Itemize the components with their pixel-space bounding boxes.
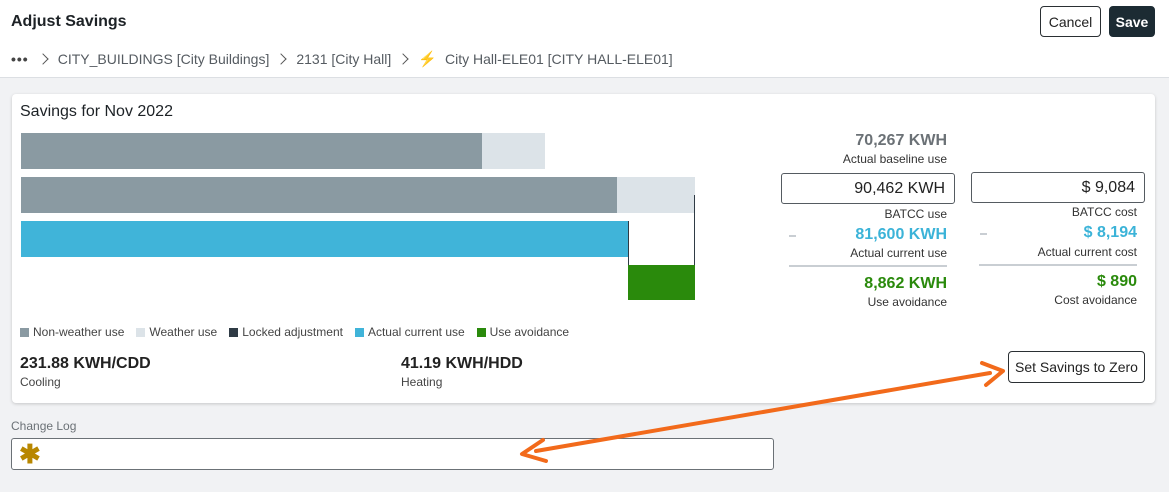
actual-current-cost-value: $ 8,194 xyxy=(1083,224,1137,241)
more-icon[interactable]: ••• xyxy=(11,51,29,67)
legend-swatch xyxy=(354,327,364,337)
legend-locked-adjustment: Locked adjustment xyxy=(229,325,343,339)
batcc-weather-bar xyxy=(617,177,695,213)
actual-baseline-use-label: Actual baseline use xyxy=(842,152,947,166)
baseline-non-weather-bar xyxy=(21,133,482,169)
use-avoidance-value: 8,862 KWH xyxy=(864,275,947,292)
batcc-cost-input[interactable] xyxy=(971,172,1145,203)
legend-actual-current: Actual current use xyxy=(354,325,465,339)
cost-divider xyxy=(979,264,1137,266)
lightning-bolt-icon: ⚡ xyxy=(418,51,437,68)
breadcrumb-item-meter: City Hall-ELE01 [CITY HALL-ELE01] xyxy=(444,51,673,67)
heating-label: Heating xyxy=(401,375,443,389)
baseline-weather-bar xyxy=(482,133,545,169)
use-avoidance-label: Use avoidance xyxy=(867,295,947,309)
actual-baseline-use-value: 70,267 KWH xyxy=(855,132,947,149)
legend-swatch xyxy=(136,327,146,337)
batcc-cost-label: BATCC cost xyxy=(1071,205,1137,219)
change-log-input[interactable]: ✱ xyxy=(11,438,774,470)
page-header: Adjust Savings Cancel Save ••• CITY_BUIL… xyxy=(0,0,1169,78)
avoidance-bracket-left xyxy=(628,221,629,265)
chart-legend: Non-weather use Weather use Locked adjus… xyxy=(20,325,581,339)
batcc-use-label: BATCC use xyxy=(884,207,947,221)
required-asterisk-icon: ✱ xyxy=(19,439,41,469)
save-button[interactable]: Save xyxy=(1109,6,1155,37)
legend-weather: Weather use xyxy=(136,325,217,339)
use-avoidance-bar xyxy=(628,265,695,300)
savings-card: Savings for Nov 2022 Non-weather use Wea… xyxy=(12,94,1155,403)
set-savings-to-zero-button[interactable]: Set Savings to Zero xyxy=(1008,351,1145,383)
cost-avoidance-label: Cost avoidance xyxy=(1054,293,1137,307)
batcc-use-input[interactable] xyxy=(781,173,955,204)
heating-value: 41.19 KWH/HDD xyxy=(401,355,523,372)
legend-use-avoidance: Use avoidance xyxy=(476,325,569,339)
minus-icon xyxy=(980,233,987,235)
avoidance-bracket-right xyxy=(694,195,695,265)
cancel-button[interactable]: Cancel xyxy=(1040,6,1101,37)
use-divider xyxy=(789,265,947,267)
legend-swatch xyxy=(20,327,29,337)
cost-avoidance-value: $ 890 xyxy=(1096,273,1137,290)
breadcrumb-item-city-hall[interactable]: 2131 [City Hall] xyxy=(296,51,392,67)
minus-icon xyxy=(789,235,796,237)
cooling-label: Cooling xyxy=(20,375,61,389)
legend-swatch xyxy=(229,327,239,337)
legend-swatch xyxy=(476,327,486,337)
actual-current-use-value: 81,600 KWH xyxy=(855,226,947,243)
chevron-right-icon xyxy=(37,53,49,65)
breadcrumb-item-city-buildings[interactable]: CITY_BUILDINGS [City Buildings] xyxy=(57,51,270,67)
legend-non-weather: Non-weather use xyxy=(20,325,124,339)
batcc-non-weather-bar xyxy=(21,177,617,213)
chevron-right-icon xyxy=(397,53,409,65)
change-log-label: Change Log xyxy=(11,419,77,433)
actual-current-use-label: Actual current use xyxy=(850,246,947,260)
card-title: Savings for Nov 2022 xyxy=(20,103,173,120)
chevron-right-icon xyxy=(275,53,288,65)
page-title: Adjust Savings xyxy=(11,13,127,30)
actual-current-bar xyxy=(21,221,628,257)
breadcrumb: ••• CITY_BUILDINGS [City Buildings] 2131… xyxy=(11,50,673,68)
actual-current-cost-label: Actual current cost xyxy=(1037,245,1137,259)
cooling-value: 231.88 KWH/CDD xyxy=(20,355,151,372)
